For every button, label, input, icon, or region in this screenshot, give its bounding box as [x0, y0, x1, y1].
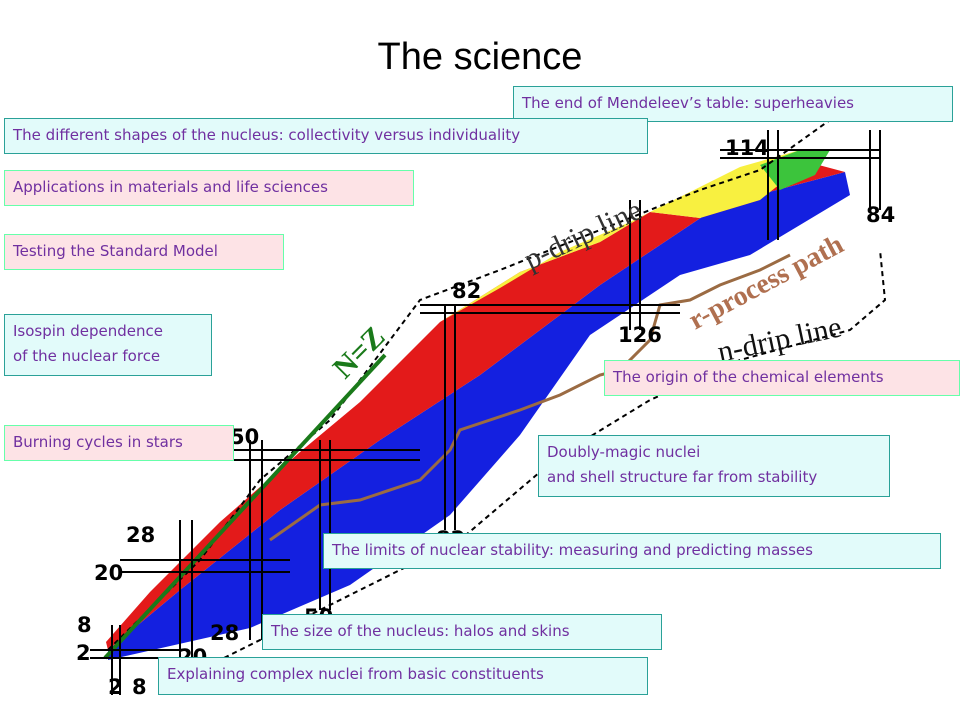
topic-text: Explaining complex nuclei from basic con…	[167, 665, 544, 683]
magic-number: 82	[452, 279, 481, 303]
topic-text: The limits of nuclear stability: measuri…	[332, 541, 813, 559]
r-process-curve	[269, 253, 791, 542]
n-equals-z-label: N=Z	[327, 320, 392, 385]
topic-box: The limits of nuclear stability: measuri…	[323, 533, 941, 569]
topic-box: The end of Mendeleev’s table: superheavi…	[513, 86, 953, 122]
magic-number: 28	[210, 621, 239, 645]
topic-box: Applications in materials and life scien…	[4, 170, 414, 206]
topic-box: Explaining complex nuclei from basic con…	[158, 657, 648, 695]
topic-text: and shell structure far from stability	[547, 468, 818, 486]
magic-number: 20	[94, 561, 123, 585]
topic-text: The different shapes of the nucleus: col…	[13, 126, 521, 144]
magic-number: 2	[76, 641, 91, 665]
topic-box: The size of the nucleus: halos and skins	[262, 614, 662, 650]
magic-number: 8	[132, 675, 147, 699]
topic-box: Burning cycles in stars	[4, 425, 234, 461]
topic-text: of the nuclear force	[13, 347, 161, 365]
topic-text: The end of Mendeleev’s table: superheavi…	[522, 94, 854, 112]
topic-text: Burning cycles in stars	[13, 433, 183, 451]
topic-text: Isospin dependence	[13, 322, 163, 340]
magic-number: 126	[618, 323, 662, 347]
blue-region	[108, 172, 850, 660]
topic-text: The origin of the chemical elements	[613, 368, 884, 386]
magic-number: 50	[230, 425, 259, 449]
p-drip-curve	[107, 119, 831, 651]
magic-number: 28	[126, 523, 155, 547]
magic-number: 114	[725, 136, 769, 160]
yellow-region	[440, 150, 810, 322]
n-equals-z-line	[103, 353, 387, 660]
slide-title: The science	[377, 36, 583, 78]
magic-number: 8	[77, 613, 92, 637]
magic-number: 2	[108, 675, 123, 699]
topic-box: Doubly-magic nuclei and shell structure f…	[538, 435, 890, 497]
magic-number: 84	[866, 203, 895, 227]
magic-lines	[90, 130, 881, 695]
topic-text: Doubly-magic nuclei	[547, 443, 701, 461]
topic-text: The size of the nucleus: halos and skins	[271, 622, 570, 640]
topic-box: The different shapes of the nucleus: col…	[4, 118, 648, 154]
n-drip-curve	[199, 249, 887, 671]
topic-box: The origin of the chemical elements	[604, 360, 960, 396]
topic-text: Testing the Standard Model	[13, 242, 218, 260]
topic-box: Testing the Standard Model	[4, 234, 284, 270]
topic-text: Applications in materials and life scien…	[13, 178, 328, 196]
topic-box: Isospin dependence of the nuclear force	[4, 314, 212, 376]
